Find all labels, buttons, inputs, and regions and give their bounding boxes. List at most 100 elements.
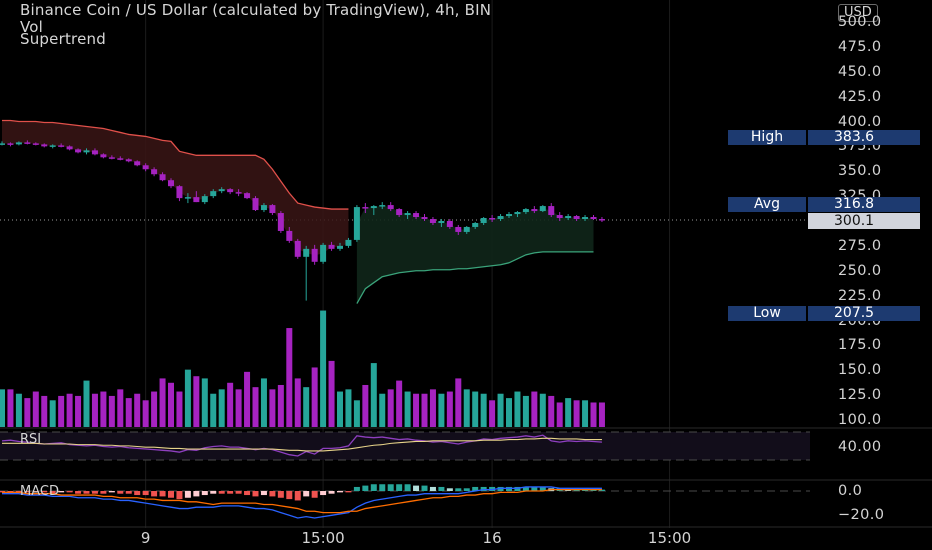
candle-body [294, 240, 301, 257]
candle-body [66, 146, 73, 150]
candle-body [573, 216, 580, 220]
volume-bar [531, 391, 538, 427]
macd-histogram-bar [252, 491, 259, 497]
candle-body [362, 207, 369, 209]
candle-body [404, 213, 411, 216]
macd-histogram-bar [260, 491, 267, 496]
time-tick-label: 15:00 [301, 529, 345, 547]
candle-body [235, 192, 242, 194]
price-tick-label: 500.0 [838, 14, 882, 30]
price-tick-label: 225.0 [838, 287, 882, 304]
candle-body [455, 226, 462, 232]
volume-bar [328, 360, 335, 427]
volume-bar [548, 395, 555, 427]
candle-body [345, 239, 352, 246]
candle-body [421, 217, 428, 220]
candle-body [370, 206, 377, 209]
macd-histogram-bar [108, 491, 115, 493]
macd-histogram-bar [370, 484, 377, 491]
indicator-tick-label: −20.0 [838, 507, 885, 523]
volume-bar [311, 367, 318, 427]
volume-bar [421, 393, 428, 427]
price-tick-label: 475.0 [838, 38, 882, 55]
avg-tag-label: Avg [728, 197, 806, 212]
macd-histogram-bar [277, 491, 284, 498]
volume-bar [260, 378, 267, 427]
candle-body [489, 218, 496, 220]
candle-body [387, 205, 394, 210]
macd-histogram-bar [345, 491, 352, 493]
rsi-pane-label: RSI [20, 432, 42, 447]
candle-body [75, 149, 82, 153]
volume-bar [294, 378, 301, 427]
high-tag-label: High [728, 130, 806, 145]
volume-bar [227, 382, 234, 427]
volume-bar [125, 398, 132, 427]
macd-histogram-bar [269, 491, 276, 497]
time-tick-label: 15:00 [647, 529, 692, 547]
candle-body [269, 205, 276, 214]
macd-histogram-bar [522, 486, 529, 491]
volume-bar [134, 393, 141, 427]
macd-histogram-bar [446, 488, 453, 491]
volume-bar [151, 391, 158, 427]
candle-body [260, 205, 267, 211]
candle-body [24, 142, 31, 144]
macd-histogram-bar [66, 491, 73, 493]
macd-histogram-bar [455, 488, 462, 491]
volume-bar [159, 378, 166, 427]
macd-histogram-bar [531, 486, 538, 491]
volume-bar [396, 380, 403, 427]
volume-bar [320, 310, 327, 427]
macd-histogram-bar [303, 491, 310, 497]
macd-histogram-bar [49, 491, 56, 494]
volume-bar [370, 363, 377, 427]
candle-body [320, 244, 327, 262]
volume-bar [446, 391, 453, 427]
volume-bar [201, 378, 208, 427]
candle-body [446, 221, 453, 227]
candlesticks [0, 140, 605, 301]
candle-body [328, 244, 335, 249]
candle-body [15, 142, 22, 145]
candle-body [337, 245, 343, 249]
volume-bar [463, 389, 470, 427]
volume-bar [362, 384, 369, 427]
volume-bar [7, 389, 14, 427]
candle-body [429, 219, 436, 223]
high-tag-value: 383.6 [808, 130, 920, 145]
volume-bar [472, 391, 479, 427]
price-tick-label: 275.0 [838, 237, 882, 254]
price-tick-label: 250.0 [838, 262, 882, 279]
volume-bar [0, 389, 5, 427]
macd-histogram-bar [117, 491, 124, 494]
macd-histogram-bar [15, 491, 22, 493]
candle-body [100, 154, 107, 158]
volume-bar [303, 387, 310, 427]
candle-body [472, 222, 479, 227]
candle-body [303, 248, 310, 257]
volume-bar [66, 393, 73, 427]
volume-bar [556, 402, 563, 427]
candle-body [159, 174, 166, 181]
candle-body [379, 205, 386, 207]
price-tick-label: 350.0 [838, 163, 882, 180]
macd-histogram-bar [201, 491, 208, 496]
candle-body [58, 145, 65, 147]
macd-histogram-bar [573, 489, 580, 491]
candle-body [480, 218, 487, 223]
time-tick-label: 16 [482, 529, 502, 547]
macd-histogram-bar [337, 491, 343, 493]
macd-histogram-bar [480, 486, 487, 491]
macd-histogram-bar [24, 491, 31, 493]
candle-body [582, 217, 589, 220]
macd-histogram-bar [100, 491, 107, 494]
macd-histogram-bar [32, 491, 39, 493]
volume-bar [168, 382, 174, 427]
currency-badge[interactable]: USD [838, 4, 878, 22]
candle-body [176, 186, 183, 199]
macd-histogram-bar [598, 489, 605, 491]
candle-body [396, 209, 403, 216]
macd-histogram-bar [168, 491, 174, 498]
